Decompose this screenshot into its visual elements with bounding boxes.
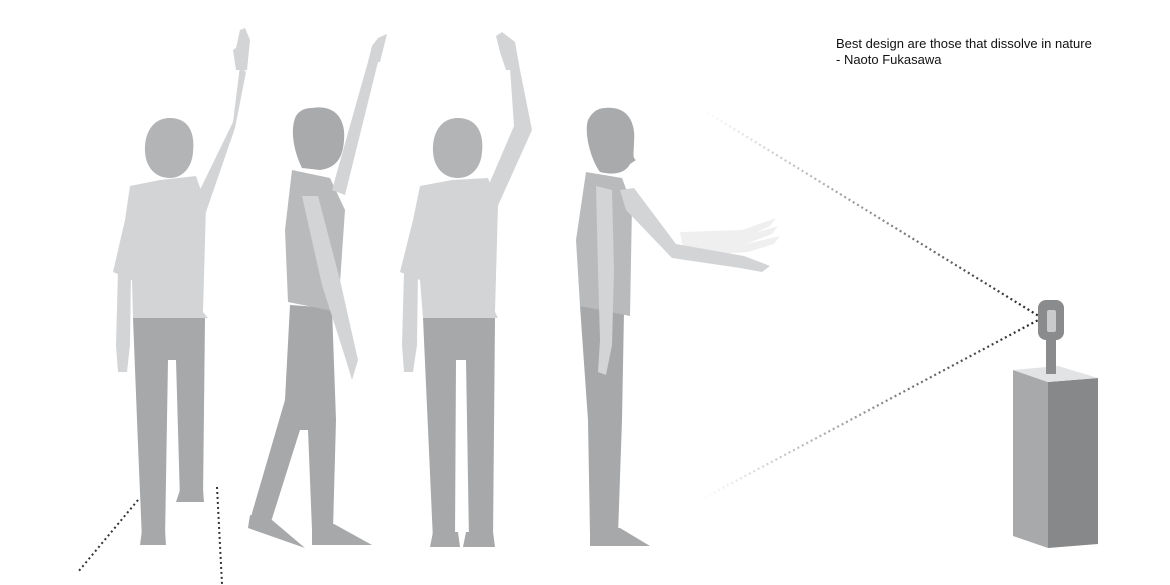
person-1-shirt (113, 176, 208, 318)
sensor-stem (1046, 336, 1056, 374)
quote-block: Best design are those that dissolve in n… (836, 36, 1136, 68)
person-1-head (144, 118, 194, 178)
person-3-foot-left (430, 532, 460, 547)
person-3-raised-arm (484, 68, 532, 210)
person-4-side-arm (596, 186, 614, 375)
sensor-field-lower-line (699, 317, 1043, 501)
sensor-lens (1047, 310, 1056, 332)
floor-dotted-line-left (77, 499, 139, 573)
quote-author: - Naoto Fukasawa (836, 52, 942, 67)
sensor-field-upper-line (699, 107, 1043, 319)
person-2-raised-arm (332, 48, 378, 195)
floor-dotted-line-right (216, 486, 223, 585)
person-4-head (586, 107, 636, 174)
person-1-figure (113, 28, 250, 545)
person-1-pants (133, 318, 205, 540)
person-1-foot-right (176, 490, 204, 502)
pedestal-side-face (1048, 378, 1098, 548)
person-4-figure (576, 107, 780, 546)
person-2-foot-back (248, 515, 305, 548)
person-2-head (292, 107, 345, 170)
person-4-pants (580, 306, 624, 535)
person-2-side-arm (302, 196, 358, 380)
person-3-pants (423, 318, 495, 540)
pedestal-front-face (1013, 370, 1048, 548)
person-1-raised-hand (233, 28, 250, 70)
person-1-raised-arm (195, 66, 246, 212)
person-3-figure (400, 32, 532, 547)
person-3-left-arm (402, 272, 418, 372)
person-2-raised-hand (368, 34, 387, 62)
person-3-head (432, 118, 483, 178)
person-1-foot-left (140, 530, 166, 545)
person-4-reaching-arm (620, 188, 770, 272)
person-2-foot-front (312, 524, 372, 545)
person-4-foot (590, 528, 650, 546)
hand-motion-trails (680, 218, 780, 256)
person-1-left-arm (116, 270, 131, 372)
person-2-pants (250, 305, 336, 530)
person-3-foot-right (463, 532, 495, 547)
sensor-pedestal (1013, 300, 1098, 548)
person-2-figure (248, 34, 387, 548)
person-3-raised-hand (496, 32, 520, 70)
sensor-field-lines (77, 107, 1043, 585)
person-3-shirt (400, 178, 498, 318)
quote-text: Best design are those that dissolve in n… (836, 36, 1092, 51)
